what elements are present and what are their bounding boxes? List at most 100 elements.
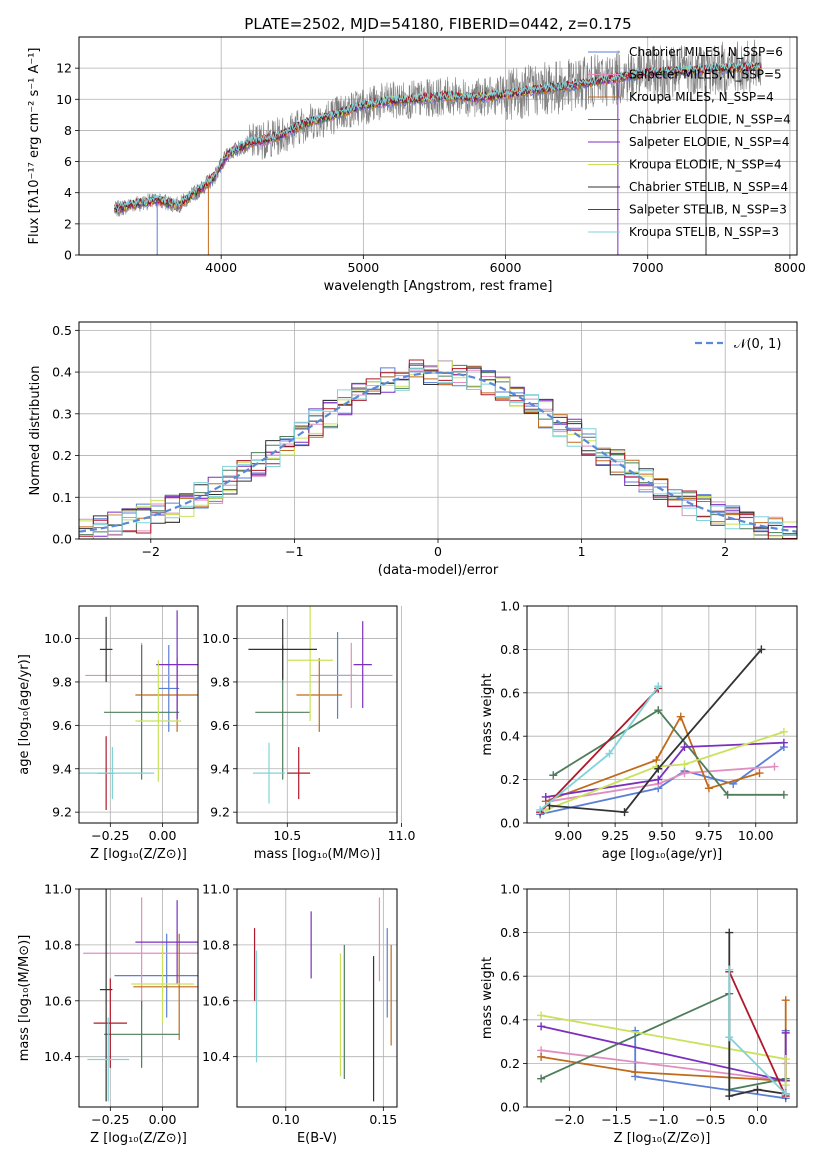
mass-weight-marker: [725, 1092, 734, 1101]
y-tick-label: 0.6: [500, 685, 520, 700]
y-tick-label: 0.1: [52, 490, 72, 505]
y-tick-label: 0.6: [500, 969, 520, 984]
y-tick-label: 10.4: [44, 1049, 72, 1064]
mass-vs-Z-x-axis-label: Z [log₁₀(Z/Z⊙)]: [90, 1131, 187, 1146]
x-tick-label: 0.0: [748, 1112, 768, 1127]
model-spectrum-line: [114, 60, 762, 211]
y-tick-label: 0.2: [500, 1056, 520, 1071]
y-tick-label: 9.6: [210, 718, 230, 733]
x-tick-label: 1: [578, 544, 586, 559]
mass-weight-marker: [779, 790, 788, 799]
x-tick-label: −0.25: [91, 828, 129, 843]
x-tick-label: 0.00: [149, 1112, 177, 1127]
errorbar-point: [104, 1000, 180, 1068]
x-tick-label: 0.10: [272, 1112, 300, 1127]
mass-weight-marker: [537, 1074, 546, 1083]
weight-vs-age-y-axis-label: mass weight: [480, 673, 495, 755]
y-tick-label: 0.8: [500, 925, 520, 940]
errorbar-point: [133, 933, 198, 1040]
weight-vs-Z-panel: −2.0 −1.5 −1.0 −0.5 0.0 0.0 0.2 0.4 0.6 0.8 1.0 Z […: [480, 882, 798, 1146]
errorbar-point: [158, 645, 180, 732]
x-tick-label: −1.0: [648, 1112, 678, 1127]
y-tick-label: 0.4: [500, 729, 520, 744]
errorbar-point: [287, 606, 333, 722]
mass-weight-marker: [654, 764, 663, 773]
weight-vs-age-panel: 9.00 9.25 9.50 9.75 10.00 0.0 0.2 0.4 0.6 0.8 1.0 a…: [480, 599, 798, 862]
mass-weight-marker: [753, 1085, 762, 1094]
y-tick-label: 0.2: [500, 772, 520, 787]
errorbar-point: [156, 610, 198, 719]
y-tick-label: 2: [64, 216, 72, 231]
errorbar-point: [248, 619, 317, 680]
mass-weight-marker: [781, 996, 790, 1005]
y-tick-label: 9.2: [210, 805, 230, 820]
errorbar-point: [114, 933, 198, 1018]
y-tick-label: 10.4: [202, 1049, 230, 1064]
mass-vs-Z-plot-area: [83, 889, 198, 1102]
weight-vs-Z-y-axis-label: mass weight: [480, 957, 495, 1039]
y-tick-label: 0.5: [52, 323, 72, 338]
mass-weight-marker: [781, 1055, 790, 1064]
mass-weight-line: [539, 687, 659, 813]
legend-label: Kroupa MILES, N_SSP=4: [629, 90, 774, 104]
errorbar-point: [79, 747, 155, 800]
y-tick-label: 9.8: [210, 674, 230, 689]
model-spectrum-line: [114, 60, 762, 211]
mass-weight-marker: [537, 1022, 546, 1031]
y-tick-label: 11.0: [44, 882, 72, 897]
legend-label: Salpeter ELODIE, N_SSP=4: [629, 135, 790, 149]
age-vs-Z-grid: [79, 606, 198, 823]
x-tick-label: 7000: [632, 260, 664, 275]
legend-label: Salpeter STELIB, N_SSP=3: [629, 203, 787, 217]
age-vs-Z-x-axis-label: Z [log₁₀(Z/Z⊙)]: [90, 847, 187, 862]
mass-weight-marker: [725, 1033, 734, 1042]
x-tick-label: 9.75: [695, 828, 723, 843]
errorbar-point: [296, 658, 343, 732]
axes-frame: [78, 605, 199, 824]
spectrum-y-axis-label: Flux [fλ10⁻¹⁷ erg cm⁻² s⁻¹ A⁻¹]: [27, 48, 42, 245]
residuals-panel: −2 −1 0 1 2 0.0 0.1 0.2 0.3 0.4 0.5 (data-model)/er…: [28, 321, 798, 578]
mass-weight-marker: [779, 738, 788, 747]
weight-vs-Z-plot-area: [537, 928, 790, 1103]
y-tick-label: 0.2: [52, 448, 72, 463]
x-tick-label: 10.00: [738, 828, 774, 843]
weight-vs-age-plot-area: [536, 645, 788, 819]
x-tick-label: 2: [721, 544, 729, 559]
mass-weight-line: [545, 714, 760, 803]
y-tick-label: 10.6: [202, 993, 230, 1008]
y-tick-label: 12: [56, 61, 72, 76]
y-tick-label: 0.4: [52, 365, 72, 380]
y-tick-label: 9.8: [52, 674, 72, 689]
y-tick-label: 0.0: [52, 532, 72, 547]
x-tick-label: −2.0: [554, 1112, 584, 1127]
mass-weight-marker: [781, 1028, 790, 1037]
x-tick-label: 5000: [347, 260, 379, 275]
axes-frame: [526, 605, 798, 824]
axes-frame: [236, 605, 398, 824]
age-vs-mass-panel: 10.5 11.0 9.2 9.4 9.6 9.8 10.0 mass [log₁₀(M/M⊙…: [202, 605, 416, 862]
errorbar-point: [83, 897, 198, 1010]
mass-weight-marker: [725, 965, 734, 974]
y-tick-label: 6: [64, 154, 72, 169]
mass-vs-EBV-x-axis-label: E(B-V): [297, 1131, 337, 1146]
errorbar-point: [253, 742, 285, 804]
mass-weight-line: [549, 765, 775, 803]
errorbar-point: [131, 944, 194, 1024]
y-tick-label: 10.6: [44, 993, 72, 1008]
x-tick-label: −0.5: [695, 1112, 725, 1127]
y-tick-label: 0.3: [52, 406, 72, 421]
legend-label: Kroupa ELODIE, N_SSP=4: [629, 158, 782, 172]
age-vs-Z-y-axis-label: age [log₁₀(age/yr)]: [17, 654, 32, 775]
y-tick-label: 0.0: [500, 1100, 520, 1115]
mass-vs-Z-grid: [79, 888, 198, 1107]
axes-frame: [526, 888, 798, 1108]
residuals-y-axis-label: Normed distribution: [28, 366, 43, 496]
mass-weight-marker: [654, 775, 663, 784]
x-tick-label: −0.25: [91, 1112, 129, 1127]
y-tick-label: 11.0: [202, 882, 230, 897]
x-tick-label: 8000: [774, 260, 806, 275]
mass-weight-marker: [755, 769, 764, 778]
legend-label: Salpeter MILES, N_SSP=5: [629, 68, 782, 82]
mass-weight-marker: [536, 805, 545, 814]
